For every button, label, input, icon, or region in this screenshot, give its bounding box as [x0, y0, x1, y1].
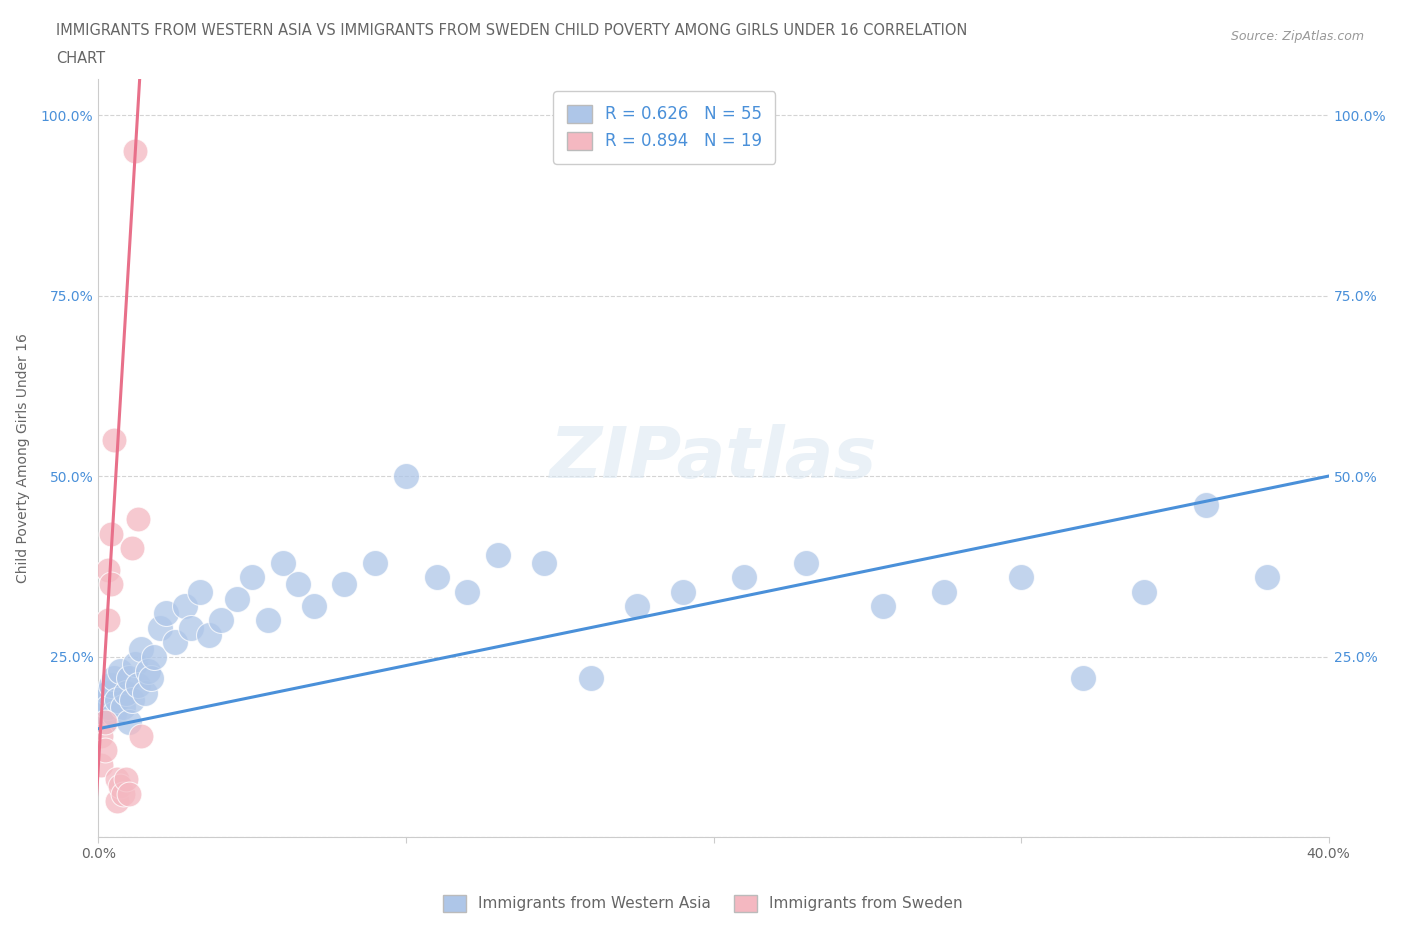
- Text: CHART: CHART: [56, 51, 105, 66]
- Point: [142, 649, 165, 664]
- Text: Source: ZipAtlas.com: Source: ZipAtlas.com: [1230, 30, 1364, 43]
- Point: [124, 657, 146, 671]
- Point: [131, 728, 153, 743]
- Point: [794, 555, 817, 570]
- Point: [211, 613, 233, 628]
- Point: [134, 685, 156, 700]
- Point: [108, 663, 131, 678]
- Point: [139, 671, 162, 685]
- Text: ZIPatlas: ZIPatlas: [550, 423, 877, 493]
- Point: [97, 613, 120, 628]
- Point: [100, 678, 122, 693]
- Point: [533, 555, 555, 570]
- Point: [93, 743, 115, 758]
- Point: [90, 757, 112, 772]
- Point: [90, 707, 112, 722]
- Legend: Immigrants from Western Asia, Immigrants from Sweden: Immigrants from Western Asia, Immigrants…: [437, 889, 969, 918]
- Point: [287, 577, 309, 591]
- Point: [121, 693, 143, 708]
- Point: [105, 793, 128, 808]
- Point: [108, 779, 131, 794]
- Point: [333, 577, 356, 591]
- Point: [105, 772, 128, 787]
- Point: [198, 628, 221, 643]
- Point: [672, 584, 695, 599]
- Point: [225, 591, 247, 606]
- Point: [136, 663, 159, 678]
- Point: [112, 786, 135, 801]
- Point: [240, 570, 263, 585]
- Point: [180, 620, 202, 635]
- Point: [93, 714, 115, 729]
- Point: [121, 541, 143, 556]
- Point: [486, 548, 509, 563]
- Point: [1133, 584, 1156, 599]
- Point: [100, 577, 122, 591]
- Point: [173, 599, 195, 614]
- Point: [165, 634, 187, 649]
- Point: [124, 144, 146, 159]
- Point: [127, 512, 149, 526]
- Point: [155, 605, 177, 620]
- Point: [115, 685, 138, 700]
- Point: [131, 642, 153, 657]
- Point: [93, 693, 115, 708]
- Point: [271, 555, 294, 570]
- Point: [90, 728, 112, 743]
- Point: [426, 570, 449, 585]
- Point: [188, 584, 211, 599]
- Point: [105, 693, 128, 708]
- Point: [127, 678, 149, 693]
- Point: [97, 685, 120, 700]
- Point: [579, 671, 602, 685]
- Point: [115, 772, 138, 787]
- Point: [302, 599, 325, 614]
- Point: [118, 714, 141, 729]
- Point: [1071, 671, 1094, 685]
- Point: [395, 469, 418, 484]
- Point: [97, 563, 120, 578]
- Point: [1010, 570, 1032, 585]
- Legend: R = 0.626   N = 55, R = 0.894   N = 19: R = 0.626 N = 55, R = 0.894 N = 19: [554, 91, 775, 164]
- Point: [103, 432, 125, 447]
- Point: [934, 584, 956, 599]
- Point: [118, 671, 141, 685]
- Point: [364, 555, 387, 570]
- Point: [456, 584, 478, 599]
- Point: [118, 786, 141, 801]
- Point: [626, 599, 648, 614]
- Point: [97, 699, 120, 714]
- Point: [872, 599, 894, 614]
- Point: [93, 714, 115, 729]
- Text: IMMIGRANTS FROM WESTERN ASIA VS IMMIGRANTS FROM SWEDEN CHILD POVERTY AMONG GIRLS: IMMIGRANTS FROM WESTERN ASIA VS IMMIGRAN…: [56, 23, 967, 38]
- Point: [112, 699, 135, 714]
- Point: [100, 526, 122, 541]
- Point: [103, 671, 125, 685]
- Y-axis label: Child Poverty Among Girls Under 16: Child Poverty Among Girls Under 16: [15, 333, 30, 583]
- Point: [149, 620, 172, 635]
- Point: [1256, 570, 1278, 585]
- Point: [1195, 498, 1218, 512]
- Point: [733, 570, 755, 585]
- Point: [103, 707, 125, 722]
- Point: [256, 613, 278, 628]
